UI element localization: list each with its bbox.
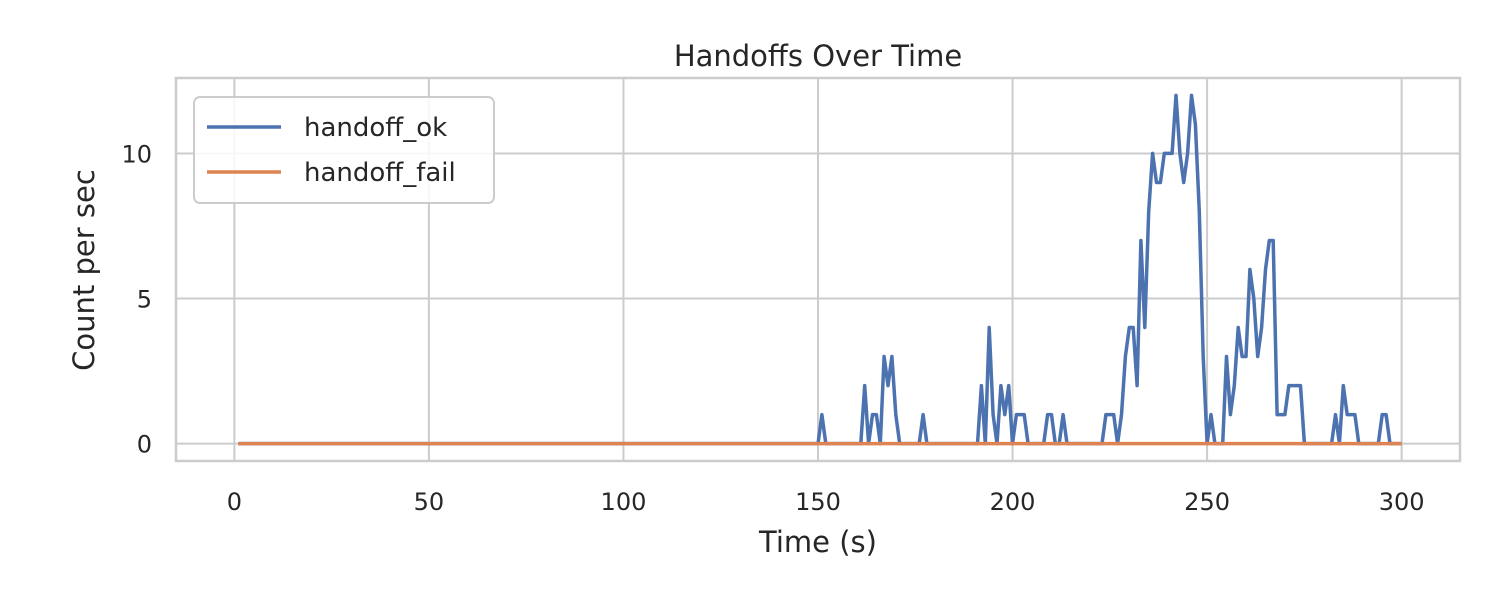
legend: handoff_ok handoff_fail [193, 96, 495, 204]
legend-label-handoff-ok: handoff_ok [304, 113, 447, 143]
x-tick-label: 300 [1379, 488, 1425, 516]
x-tick-label: 150 [795, 488, 841, 516]
x-tick-label: 200 [990, 488, 1036, 516]
y-axis-label: Count per sec [67, 169, 101, 371]
x-tick-label: 0 [227, 488, 242, 516]
x-tick-labels: 0 50 100 150 200 250 300 [227, 488, 1425, 516]
x-tick-label: 50 [414, 488, 445, 516]
x-tick-label: 100 [601, 488, 647, 516]
y-tick-label: 10 [121, 140, 152, 168]
x-axis-label: Time (s) [758, 525, 877, 559]
legend-box [193, 96, 495, 204]
legend-label-handoff-fail: handoff_fail [304, 158, 456, 188]
y-tick-label: 0 [137, 431, 152, 459]
plot-frame [174, 76, 1462, 463]
y-tick-label: 5 [137, 286, 152, 314]
x-tick-label: 250 [1184, 488, 1230, 516]
series-layer [238, 93, 1402, 446]
y-tick-labels: 0 5 10 [121, 140, 152, 458]
chart-title: Handoffs Over Time [674, 39, 962, 73]
